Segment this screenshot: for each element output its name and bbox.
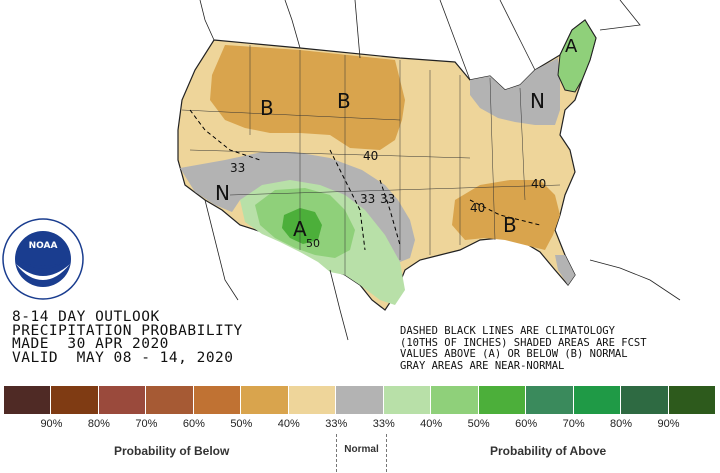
label-n-northeast: N [530, 89, 545, 113]
label-50-southwest: 50 [306, 237, 320, 250]
legend-swatch [478, 386, 527, 414]
legend-swatch [336, 386, 384, 414]
note-line-2: (10THS OF INCHES) SHADED AREAS ARE FCST [400, 336, 647, 349]
state-boundaries [181, 45, 561, 275]
legend-swatch [193, 386, 242, 414]
title-line-2: PRECIPITATION PROBABILITY [12, 322, 243, 339]
normal-sep-right [386, 434, 387, 472]
title-line-4: VALID MAY 08 - 14, 2020 [12, 349, 234, 366]
region-above-50 [282, 208, 322, 244]
legend-tick: 50% [467, 418, 490, 430]
label-40-east: 40 [531, 177, 546, 191]
label-a-northeast: A [565, 36, 578, 57]
legend-swatch [288, 386, 337, 414]
legend-swatch [573, 386, 622, 414]
label-b-southeast: B [503, 213, 517, 237]
region-normal-northeast [470, 58, 560, 125]
climatology-lines [189, 109, 541, 251]
legend-swatch [621, 386, 669, 414]
legend-swatch [51, 386, 99, 414]
legend-tick: 33% [325, 418, 348, 430]
note-line-4: GRAY AREAS ARE NEAR-NORMAL [400, 359, 565, 372]
title-line-3: MADE 30 APR 2020 [12, 336, 169, 352]
label-b-north-1: B [260, 96, 274, 120]
legend-swatch [526, 386, 574, 414]
label-33-plains: 33 [360, 192, 375, 206]
legend-swatch [668, 386, 717, 414]
label-33-west: 33 [230, 161, 245, 175]
legend-tick: 60% [515, 418, 538, 430]
legend-tick: 40% [277, 418, 300, 430]
coastlines [199, 0, 681, 341]
normal-sep-left [336, 434, 337, 472]
region-below-40-north [210, 45, 405, 150]
normal-label: Normal [344, 444, 379, 455]
legend-tick: 33% [372, 418, 395, 430]
below-label: Probability of Below [114, 444, 230, 458]
legend-tick: 70% [562, 418, 585, 430]
label-b-north-2: B [337, 89, 351, 113]
legend-tick: 50% [230, 418, 253, 430]
title-line-1: 8-14 DAY OUTLOOK [12, 309, 160, 325]
note-line-3: VALUES ABOVE (A) OR BELOW (B) NORMAL [400, 348, 628, 360]
precipitation-outlook-map: B B B A A N N 33 33 33 40 40 40 50 [177, 0, 681, 341]
outlook-title: 8-14 DAY OUTLOOK PRECIPITATION PROBABILIT… [12, 309, 243, 366]
legend-tick: 40% [420, 418, 443, 430]
region-normal-west [180, 152, 415, 262]
legend-swatch [4, 386, 52, 414]
noaa-logo: NOAA [2, 218, 84, 300]
legend-tick: 80% [610, 418, 633, 430]
map-notes: DASHED BLACK LINES ARE CLIMATOLOGY (10THS… [400, 325, 647, 372]
map-annotations: B B B A A N N 33 33 33 40 40 40 50 [215, 36, 578, 250]
legend-swatch [146, 386, 194, 414]
probability-legend [4, 386, 717, 414]
label-a-southwest: A [293, 217, 307, 241]
label-40-southeast: 40 [470, 201, 485, 215]
region-above-northeast [557, 19, 597, 93]
legend-tick: 90% [657, 418, 680, 430]
legend-swatch [98, 386, 147, 414]
note-line-1: DASHED BLACK LINES ARE CLIMATOLOGY [400, 325, 615, 337]
legend-swatch [383, 386, 432, 414]
label-n-west: N [215, 181, 230, 205]
legend-tick: 70% [135, 418, 158, 430]
label-33-plains-2: 33 [380, 192, 395, 206]
region-normal-florida [555, 255, 575, 285]
label-40-plains: 40 [363, 149, 378, 163]
above-label: Probability of Above [490, 444, 607, 458]
legend-ticks: 90% 80% 70% 60% 50% 40% 33% 33% 40% 50% 60% 70% 80% 9… [4, 418, 716, 432]
noaa-logo-text: NOAA [29, 241, 58, 251]
legend-tick: 90% [40, 418, 63, 430]
legend-tick: 60% [182, 418, 205, 430]
legend-swatch [241, 386, 289, 414]
region-below-40-southeast [452, 180, 560, 250]
legend-swatch [431, 386, 479, 414]
legend-tick: 80% [87, 418, 110, 430]
